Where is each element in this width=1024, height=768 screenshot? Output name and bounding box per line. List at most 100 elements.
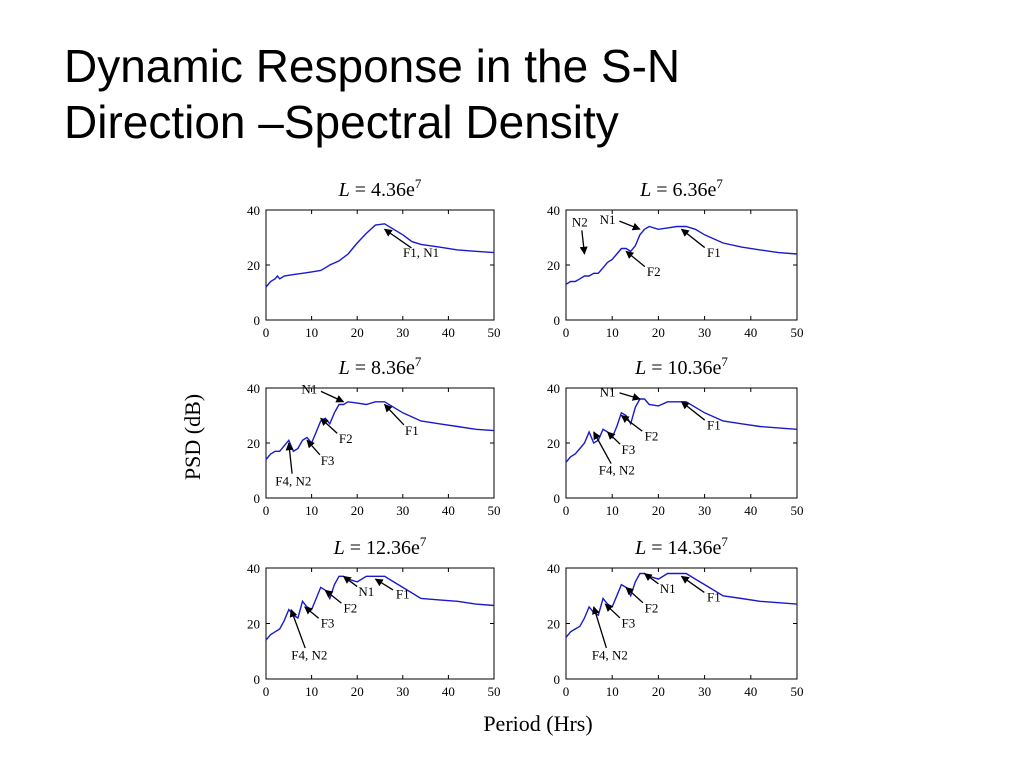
annotation-label: N1 [600,212,616,227]
x-tick-label: 10 [606,684,619,699]
x-tick-label: 50 [488,325,501,340]
x-tick-label: 40 [442,503,455,518]
annotation-arrow [625,586,644,604]
x-tick-label: 50 [791,684,804,699]
x-tick-label: 20 [351,684,364,699]
panel-2-psd-line [565,225,798,285]
panel-1: 0 10 20 30 40 50 0 20 40 L = 4.36e7 F1, N1 [247,176,501,340]
y-tick-label: 0 [254,313,261,328]
annotation-arrow [320,417,338,434]
annotation-label: F2 [339,431,353,446]
annotation-arrow [680,575,705,593]
slide-title-line-1: Dynamic Response in the S-N [64,40,681,92]
x-tick-label: 50 [488,503,501,518]
annotation-label: F1 [707,417,721,432]
annotation-arrow [607,431,621,445]
annotation-arrow [289,608,306,649]
annotation-arrow [620,414,643,432]
panel-4-axes [565,387,798,499]
y-tick-label: 0 [554,313,561,328]
panel-3: 0 10 20 30 40 50 0 20 40 L = 8.36e7 N1 F1 F2 F3 F4, N2 [247,354,501,518]
annotation-arrow [625,250,646,268]
y-tick-label: 40 [247,381,260,396]
annotation-arrow [619,392,641,401]
x-tick-label: 0 [563,684,570,699]
x-tick-label: 30 [698,503,711,518]
slide-title-line-2: Direction –Spectral Density [64,96,619,148]
annotation-arrow [306,439,321,456]
annotation-label: F3 [321,616,335,631]
annotation-label: F1 [707,245,721,260]
y-tick-label: 40 [547,203,560,218]
x-tick-label: 20 [652,325,665,340]
annotation-arrow [324,589,342,604]
annotation-arrow [320,390,345,403]
x-tick-label: 0 [263,503,270,518]
x-tick-label: 20 [351,503,364,518]
annotation-arrow [604,603,621,619]
x-tick-label: 10 [305,684,318,699]
x-tick-label: 0 [263,325,270,340]
x-tick-label: 50 [791,503,804,518]
y-tick-label: 40 [547,561,560,576]
x-tick-label: 0 [563,325,570,340]
annotation-label: F3 [622,442,636,457]
x-tick-label: 40 [744,325,757,340]
panel-4-psd-line [565,398,798,463]
annotation-label: N1 [660,581,676,596]
x-tick-label: 40 [442,684,455,699]
y-tick-label: 20 [247,258,260,273]
panels-group: 0 10 20 30 40 50 0 20 40 L = 4.36e7 F1, N1 0 10 20 30 4… [247,176,804,699]
annotation-label: F2 [645,600,659,615]
x-tick-label: 50 [488,684,501,699]
y-tick-label: 20 [547,258,560,273]
x-tick-label: 10 [305,325,318,340]
y-tick-label: 40 [547,381,560,396]
panel-2-title: L = 6.36e7 [639,176,723,201]
annotation-label: F1 [396,587,410,602]
x-tick-label: 40 [442,325,455,340]
panel-1-psd-line [265,223,495,288]
y-tick-label: 20 [247,436,260,451]
annotation-label: F2 [343,600,357,615]
panel-4: 0 10 20 30 40 50 0 20 40 L = 10.36e7 N1 F1 F2 F3 F4, N… [547,354,804,518]
y-tick-label: 0 [554,491,561,506]
annotation-arrow [643,573,659,585]
panel-1-axes [265,209,495,321]
annotation-label: N2 [572,215,588,230]
annotation-arrow [619,220,641,231]
annotation-label: N1 [600,384,616,399]
x-tick-label: 40 [744,684,757,699]
x-tick-label: 10 [305,503,318,518]
annotation-arrow [304,606,320,619]
annotation-arrow [593,431,612,464]
annotation-label: F4, N2 [592,648,628,663]
y-tick-label: 40 [247,203,260,218]
annotation-arrow [579,230,588,255]
annotation-arrow [592,606,607,649]
annotation-label: F2 [647,264,661,279]
panel-4-title: L = 10.36e7 [634,354,728,379]
annotation-arrow [680,401,706,421]
y-tick-label: 0 [554,672,561,687]
annotation-label: F4, N2 [599,463,635,478]
annotation-label: N1 [301,382,317,397]
x-tick-label: 30 [698,325,711,340]
annotation-arrow [680,228,706,249]
slide-title: Dynamic Response in the S-N Direction –S… [64,38,964,150]
annotation-label: F1 [405,423,419,438]
annotation-label: N1 [358,584,374,599]
annotation-label: F4, N2 [291,648,327,663]
x-tick-label: 0 [563,503,570,518]
annotation-label: F4, N2 [275,474,311,489]
panel-6-title: L = 14.36e7 [634,534,728,559]
panel-5: 0 10 20 30 40 50 0 20 40 L = 12.36e7 N1 F1 F2 F3 F4, N… [247,534,501,699]
panel-5-psd-line [265,575,495,641]
y-tick-label: 20 [247,617,260,632]
x-tick-label: 30 [396,684,409,699]
panel-2: 0 10 20 30 40 50 0 20 40 L = 6.36e7 N2 N1 F1 F2 [547,176,804,340]
annotation-label: F1 [707,589,721,604]
annotation-arrow [383,228,412,249]
x-tick-label: 30 [698,684,711,699]
